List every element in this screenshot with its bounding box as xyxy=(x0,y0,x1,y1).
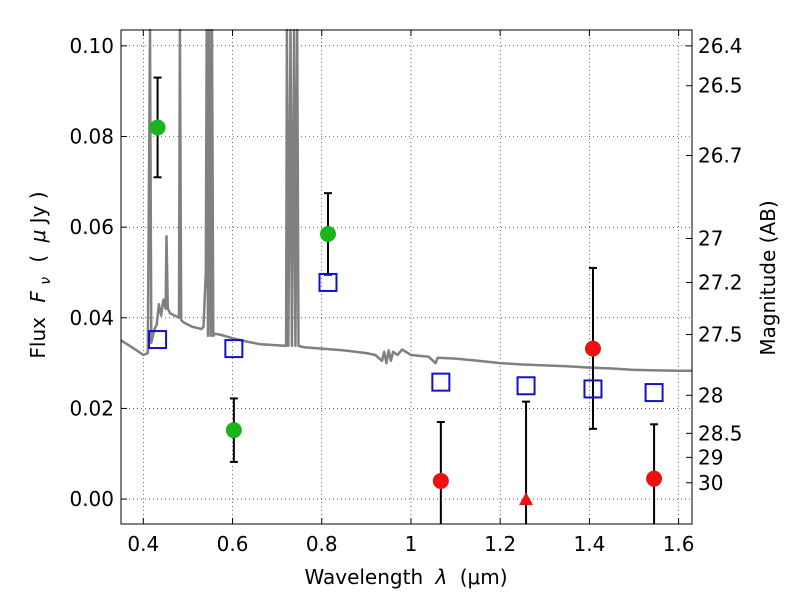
red-flux-point xyxy=(646,470,663,487)
y2-tick-label: 26.4 xyxy=(698,34,743,58)
model-flux-square xyxy=(431,372,451,392)
y-tick-label: 0.02 xyxy=(69,396,114,420)
model-flux-square xyxy=(516,376,536,396)
red-flux-point xyxy=(584,340,601,357)
y-tick-label: 0.10 xyxy=(69,34,114,58)
x-tick-label: 1.6 xyxy=(663,532,695,556)
x-tick-label: 1.2 xyxy=(484,532,516,556)
model-flux-square xyxy=(148,330,168,350)
y-axis-label-unit-symbol: μ xyxy=(26,230,50,244)
x-tick-label: 1.4 xyxy=(573,532,605,556)
y2-tick-label: 27.5 xyxy=(698,323,743,347)
y2-tick-label: 29 xyxy=(698,445,723,469)
y-axis-label-prefix: Flux xyxy=(26,317,50,359)
green-flux-point xyxy=(149,119,166,136)
model-flux-square xyxy=(318,272,338,292)
red-upper-limit-triangle xyxy=(519,492,534,506)
model-flux-square xyxy=(583,379,603,399)
y-axis-label: Flux F ν ( μ Jy ) xyxy=(26,191,55,358)
y2-tick-label: 28 xyxy=(698,383,723,407)
error-bars xyxy=(153,76,659,524)
template-spectrum-line xyxy=(120,28,692,373)
x-tick-label: 0.4 xyxy=(127,532,159,556)
x-tick-label: 0.6 xyxy=(217,532,249,556)
x-axis-label-unit: (μm) xyxy=(460,565,508,589)
y-axis-label-paren: ( xyxy=(26,255,50,263)
data-markers xyxy=(148,119,664,506)
x-axis-label-prefix: Wavelength xyxy=(304,565,423,589)
model-flux-square xyxy=(224,339,244,359)
x-tick-label: 0.8 xyxy=(306,532,338,556)
x-axis-ticks: 0.4 0.6 0.8 1 1.2 1.4 1.6 xyxy=(127,30,695,556)
red-flux-point xyxy=(432,472,449,489)
y2-tick-label: 26.7 xyxy=(698,144,743,168)
y2-tick-label: 28.5 xyxy=(698,421,743,445)
y-axis-label-symbol: F xyxy=(26,291,50,303)
y-tick-label: 0.06 xyxy=(69,215,114,239)
y2-tick-label: 27.2 xyxy=(698,270,743,294)
template-spectrum xyxy=(120,28,692,373)
x-axis-label: Wavelength λ (μm) xyxy=(304,565,507,589)
y2-tick-label: 27 xyxy=(698,226,723,250)
y-axis-ticks: 0.00 0.02 0.04 0.06 0.08 0.10 xyxy=(69,34,127,511)
x-tick-label: 1 xyxy=(405,532,418,556)
y-tick-label: 0.08 xyxy=(69,125,114,149)
green-flux-point xyxy=(225,422,242,439)
y-axis-label-subscript: ν xyxy=(38,277,54,285)
y2-axis-label: Magnitude (AB) xyxy=(756,200,780,355)
y-axis-label-unit-rest: Jy ) xyxy=(26,191,50,225)
y2-tick-label: 30 xyxy=(698,471,723,495)
y-tick-label: 0.04 xyxy=(69,306,114,330)
y-tick-label: 0.00 xyxy=(69,487,114,511)
plot-frame xyxy=(120,29,693,525)
x-axis-label-symbol: λ xyxy=(435,565,448,589)
model-flux-square xyxy=(644,383,664,403)
y2-tick-label: 26.5 xyxy=(698,74,743,98)
green-flux-point xyxy=(319,225,336,242)
